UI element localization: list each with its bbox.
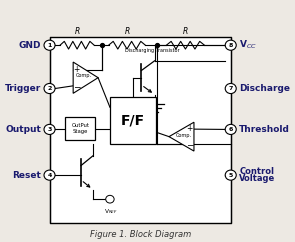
Text: OutPut: OutPut: [71, 123, 89, 129]
Text: Threshold: Threshold: [239, 125, 290, 134]
Text: Figure 1. Block Diagram: Figure 1. Block Diagram: [89, 230, 191, 239]
Text: 7: 7: [229, 86, 233, 91]
Text: −: −: [186, 140, 194, 149]
Text: +: +: [186, 124, 193, 133]
Circle shape: [225, 170, 236, 180]
Text: Discharging Transistor: Discharging Transistor: [124, 47, 179, 53]
Text: Reset: Reset: [12, 171, 41, 180]
Text: F/F: F/F: [121, 113, 145, 127]
Circle shape: [44, 40, 55, 50]
Text: GND: GND: [19, 41, 41, 50]
Bar: [50, 37, 231, 223]
Circle shape: [225, 124, 236, 135]
Circle shape: [225, 83, 236, 94]
Circle shape: [44, 124, 55, 135]
Text: R: R: [183, 27, 188, 36]
Text: V$_{REF}$: V$_{REF}$: [104, 207, 118, 216]
Polygon shape: [73, 62, 98, 93]
Bar: [65, 117, 96, 140]
Text: V$_{CC}$: V$_{CC}$: [239, 39, 257, 52]
Text: R: R: [74, 27, 80, 36]
Text: 2: 2: [47, 86, 52, 91]
Text: Comp.: Comp.: [76, 73, 92, 78]
Circle shape: [106, 195, 114, 203]
Text: −: −: [73, 82, 80, 91]
Text: +: +: [73, 65, 79, 74]
Text: R: R: [124, 27, 130, 36]
Text: Stage: Stage: [73, 129, 88, 134]
Text: 4: 4: [47, 173, 52, 178]
Circle shape: [225, 40, 236, 50]
Text: 6: 6: [229, 127, 233, 132]
Polygon shape: [169, 122, 194, 151]
Circle shape: [44, 170, 55, 180]
Bar: [110, 97, 156, 144]
Text: 1: 1: [47, 43, 52, 48]
Text: 8: 8: [229, 43, 233, 48]
Text: Output: Output: [5, 125, 41, 134]
Text: Voltage: Voltage: [239, 174, 275, 183]
Circle shape: [44, 83, 55, 94]
Text: Trigger: Trigger: [5, 84, 41, 93]
Text: Control: Control: [239, 167, 274, 176]
Text: 5: 5: [229, 173, 233, 178]
Text: Comp.: Comp.: [176, 133, 191, 138]
Text: 3: 3: [47, 127, 52, 132]
Text: Discharge: Discharge: [239, 84, 290, 93]
